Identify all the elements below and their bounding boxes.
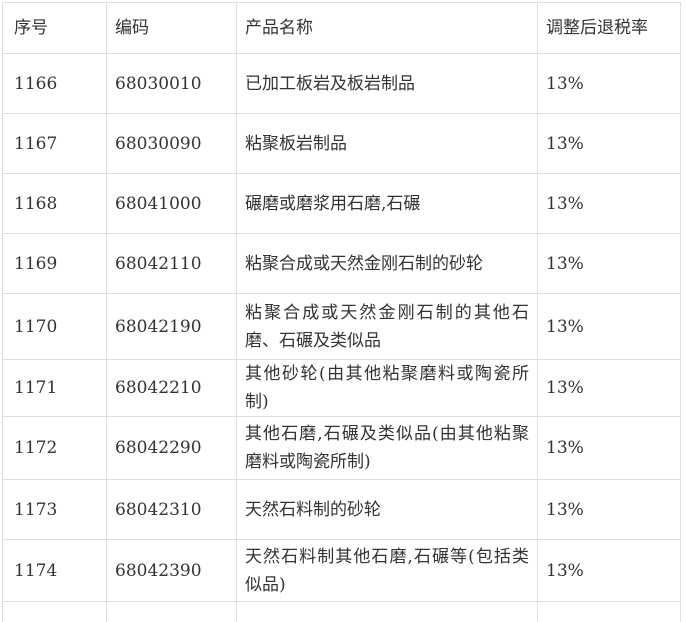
cell-serial: 1168 (2, 173, 107, 234)
cell-rate: 13% (537, 479, 681, 540)
cell-code: 68042110 (106, 233, 237, 294)
table-row: 1166 68030010 已加工板岩及板岩制品 13% (2, 53, 681, 114)
cell-product-name: 碾磨或磨浆用石磨,石碾 (236, 173, 538, 234)
cell-serial (2, 601, 107, 622)
cell-serial: 1170 (2, 293, 107, 360)
cell-code: 68030010 (106, 53, 237, 114)
cell-product-name: 粘聚板岩制品 (236, 113, 538, 174)
cell-product-name: 粘聚合成或天然金刚石制的其他石磨、石碾及类似品 (236, 293, 538, 360)
cell-rate: 13% (537, 539, 681, 602)
table-row: 1173 68042310 天然石料制的砂轮 13% (2, 479, 681, 540)
table-row: 1171 68042210 其他砂轮(由其他粘聚磨料或陶瓷所制) 13% (2, 359, 681, 417)
cell-serial: 1172 (2, 416, 107, 480)
cell-product-name: 粘聚合成或天然金刚石制的砂轮 (236, 233, 538, 294)
cell-rate: 13% (537, 113, 681, 174)
header-cell-rate: 调整后退税率 (537, 2, 681, 54)
cell-product-name: 天然石料制其他石磨,石碾等(包括类似品) (236, 539, 538, 602)
cell-serial: 1167 (2, 113, 107, 174)
cell-serial: 1174 (2, 539, 107, 602)
cell-product-name: 天然石料制的砂轮 (236, 479, 538, 540)
cell-rate (537, 601, 681, 622)
header-cell-index: 序号 (2, 2, 107, 54)
cell-code: 68042310 (106, 479, 237, 540)
table-row: 1169 68042110 粘聚合成或天然金刚石制的砂轮 13% (2, 233, 681, 294)
cell-serial: 1173 (2, 479, 107, 540)
cell-product-name (236, 601, 538, 622)
cell-rate: 13% (537, 233, 681, 294)
cell-rate: 13% (537, 293, 681, 360)
cell-serial: 1169 (2, 233, 107, 294)
cell-rate: 13% (537, 173, 681, 234)
cell-code (106, 601, 237, 622)
cell-rate: 13% (537, 53, 681, 114)
cell-rate: 13% (537, 359, 681, 417)
cell-code: 68042210 (106, 359, 237, 417)
header-cell-product-name: 产品名称 (236, 2, 538, 54)
cell-code: 68041000 (106, 173, 237, 234)
cell-product-name: 其他砂轮(由其他粘聚磨料或陶瓷所制) (236, 359, 538, 417)
table-row: 1168 68041000 碾磨或磨浆用石磨,石碾 13% (2, 173, 681, 234)
table-row: 1172 68042290 其他石磨,石碾及类似品(由其他粘聚磨料或陶瓷所制) … (2, 416, 681, 480)
cell-code: 68042390 (106, 539, 237, 602)
cell-product-name: 已加工板岩及板岩制品 (236, 53, 538, 114)
cell-code: 68042190 (106, 293, 237, 360)
cell-serial: 1171 (2, 359, 107, 417)
table-row: 1170 68042190 粘聚合成或天然金刚石制的其他石磨、石碾及类似品 13… (2, 293, 681, 360)
cell-code: 68030090 (106, 113, 237, 174)
table-row-partial (2, 601, 681, 622)
cell-serial: 1166 (2, 53, 107, 114)
cell-product-name: 其他石磨,石碾及类似品(由其他粘聚磨料或陶瓷所制) (236, 416, 538, 480)
table-row: 1174 68042390 天然石料制其他石磨,石碾等(包括类似品) 13% (2, 539, 681, 602)
cell-rate: 13% (537, 416, 681, 480)
header-cell-code: 编码 (106, 2, 237, 54)
header-row: 序号 编码 产品名称 调整后退税率 (2, 2, 681, 54)
table-row: 1167 68030090 粘聚板岩制品 13% (2, 113, 681, 174)
cell-code: 68042290 (106, 416, 237, 480)
